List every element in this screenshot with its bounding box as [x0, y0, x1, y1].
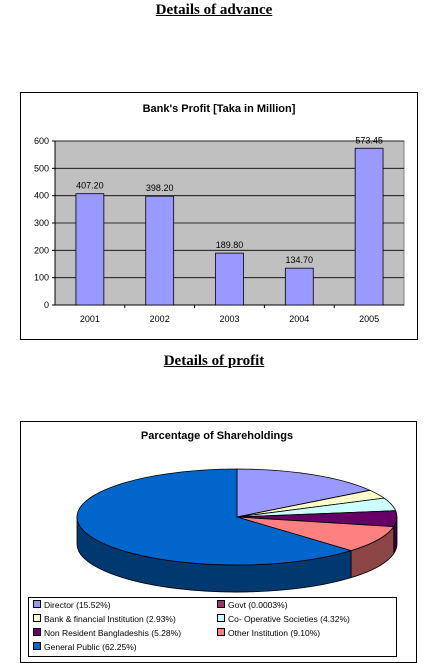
legend-item: Bank & financial Institution (2.93%) [33, 614, 176, 625]
bar-2002 [145, 195, 175, 306]
bar-chart-title: Bank's Profit [Taka in Million] [143, 103, 296, 115]
legend-label: Co- Operative Societies (4.32%) [228, 614, 350, 624]
pie-legend: Director (15.52%) Govt (0.0003%) Bank & fi… [28, 597, 397, 657]
x-tick-label: 2003 [219, 314, 239, 324]
pie-chart-svg: Parcentage of Shareholdings [76, 430, 398, 593]
heading-details-of-profit: Details of profit [0, 353, 428, 370]
bar-plot-area: 0 100 200 300 400 500 600 407.20 2001 398.20 2002 1… [34, 135, 405, 324]
y-tick-label: 500 [34, 163, 49, 173]
pie-plot-area [76, 468, 398, 593]
x-tick-label: 2004 [289, 314, 309, 324]
bar-2001 [75, 193, 105, 306]
legend-label: Director (15.52%) [44, 600, 111, 610]
legend-item: Director (15.52%) [33, 600, 111, 611]
legend-item: Govt (0.0003%) [217, 600, 288, 611]
legend-swatch [217, 600, 225, 608]
heading-profit-text: Details of profit [163, 353, 265, 369]
legend-swatch [217, 614, 225, 622]
bar-value-label: 398.20 [146, 183, 174, 193]
bar-value-label: 407.20 [76, 181, 104, 191]
x-tick-label: 2002 [150, 314, 170, 324]
y-tick-label: 200 [34, 245, 49, 255]
legend-swatch [33, 614, 41, 622]
bar-value-label: 573.45 [355, 135, 383, 145]
legend-swatch [33, 642, 41, 650]
heading-advance-text: Details of advance [155, 2, 273, 18]
legend-swatch [33, 600, 41, 608]
bank-profit-bar-chart: Bank's Profit [Taka in Million] 0 100 200 3… [20, 92, 418, 340]
legend-label: Other Institution (9.10%) [228, 628, 321, 638]
bar-2003 [215, 252, 244, 306]
legend-swatch [217, 628, 225, 636]
y-tick-label: 400 [34, 191, 49, 201]
legend-item: Other Institution (9.10%) [217, 628, 320, 639]
bar-2004 [284, 267, 314, 306]
shareholdings-pie-chart: Parcentage of Shareholdings Director (15… [20, 421, 417, 663]
pie-slice [236, 468, 372, 518]
legend-label: Bank & financial Institution (2.93%) [44, 614, 176, 624]
y-tick-label: 300 [34, 218, 49, 228]
legend-item: Non Resident Bangladeshis (5.28%) [33, 628, 181, 639]
legend-label: Govt (0.0003%) [228, 600, 288, 610]
legend-item: General Public (62.25%) [33, 642, 137, 653]
x-tick-label: 2001 [80, 314, 100, 324]
y-tick-label: 0 [44, 300, 49, 310]
legend-swatch [33, 628, 41, 636]
bar-2005 [354, 147, 384, 306]
pie-chart-title: Parcentage of Shareholdings [141, 430, 293, 442]
legend-label: Non Resident Bangladeshis (5.28%) [44, 628, 182, 638]
heading-details-of-advance: Details of advance [0, 2, 428, 19]
y-tick-label: 100 [34, 273, 49, 283]
pie-slice [236, 516, 395, 552]
legend-item: Co- Operative Societies (4.32%) [217, 614, 350, 625]
bar-chart-svg: Bank's Profit [Taka in Million] 01002003… [34, 103, 405, 324]
y-tick-label: 600 [34, 136, 49, 146]
x-tick-label: 2005 [359, 314, 379, 324]
legend-label: General Public (62.25%) [44, 642, 137, 652]
pie-slice [76, 468, 353, 566]
bar-value-label: 134.70 [286, 255, 314, 265]
bar-value-label: 189.80 [216, 240, 244, 250]
